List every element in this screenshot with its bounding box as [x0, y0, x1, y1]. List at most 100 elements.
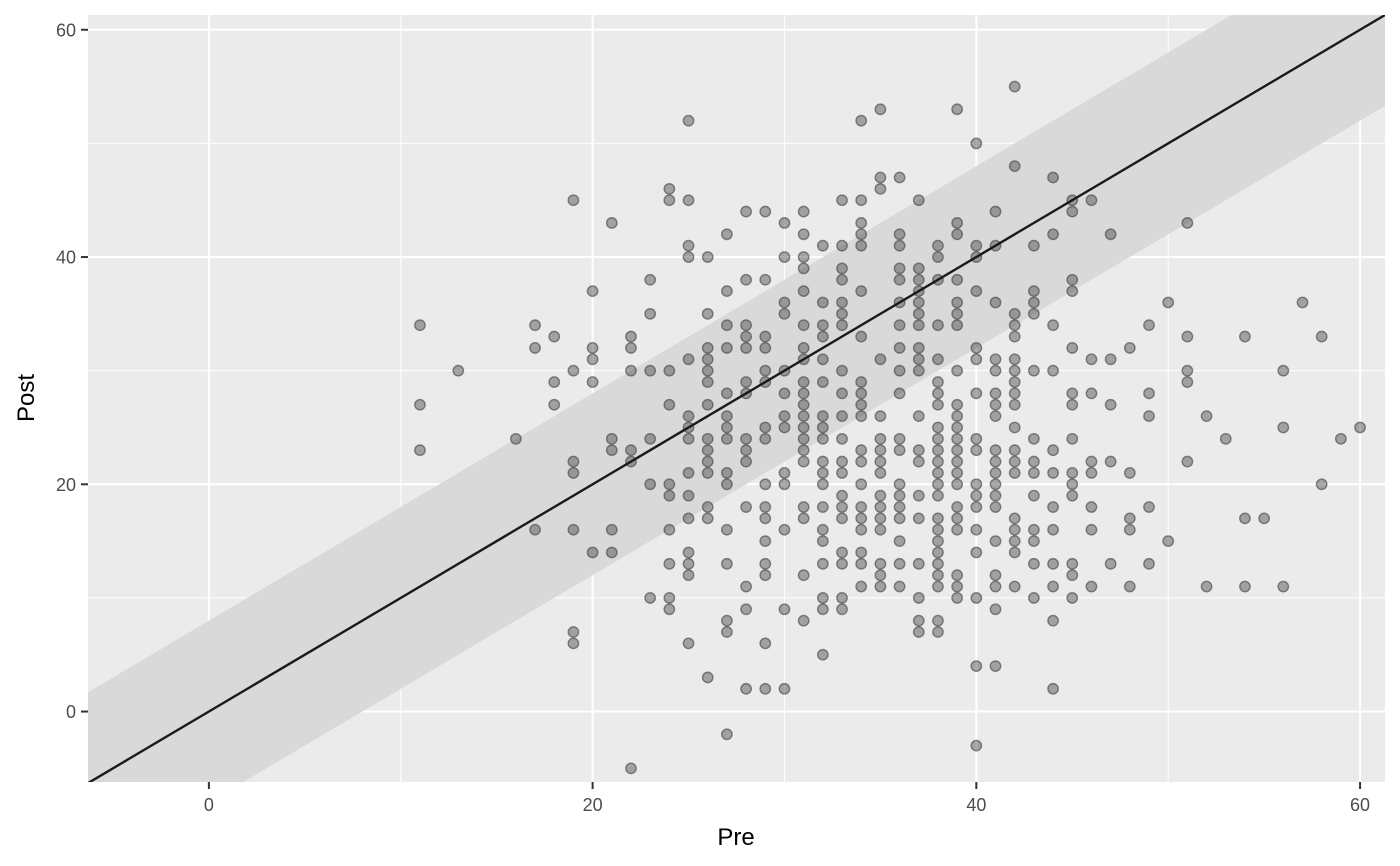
data-point — [912, 262, 925, 275]
data-point — [970, 342, 983, 354]
data-point — [740, 273, 752, 286]
data-point — [836, 273, 848, 286]
data-point — [778, 523, 791, 536]
data-point — [932, 455, 944, 468]
data-point — [970, 592, 983, 604]
data-point — [1008, 330, 1021, 343]
data-point — [816, 376, 829, 388]
data-point — [912, 194, 925, 207]
data-point — [893, 432, 906, 445]
data-point — [797, 228, 810, 241]
data-point — [721, 523, 733, 536]
data-point — [816, 535, 829, 548]
data-point — [951, 569, 964, 582]
data-point — [721, 228, 733, 241]
data-point — [932, 489, 944, 502]
data-point — [586, 285, 599, 298]
data-point — [605, 432, 618, 445]
data-point — [701, 444, 714, 457]
data-point — [836, 557, 848, 570]
data-point — [644, 432, 657, 445]
data-point — [797, 387, 810, 400]
data-point — [932, 319, 944, 332]
data-point — [663, 523, 676, 536]
data-point — [625, 364, 637, 377]
data-point — [701, 307, 714, 320]
data-point — [1123, 342, 1136, 354]
data-point — [701, 398, 714, 411]
identity-line — [88, 15, 1385, 782]
data-point — [874, 501, 887, 513]
data-point — [874, 171, 887, 184]
data-point — [855, 387, 868, 400]
data-point — [663, 592, 676, 604]
data-point — [1104, 455, 1117, 468]
data-point — [893, 239, 906, 252]
data-point — [1066, 285, 1079, 298]
data-point — [625, 342, 637, 354]
data-point — [970, 387, 983, 400]
data-point — [778, 410, 791, 423]
data-point — [625, 762, 637, 775]
data-point — [1066, 467, 1079, 479]
data-point — [836, 410, 848, 423]
data-point — [816, 353, 829, 366]
x-axis: 0 20 40 60 — [204, 782, 1370, 815]
data-point — [759, 478, 772, 491]
data-point — [529, 342, 541, 354]
data-point — [951, 319, 964, 332]
data-point — [759, 205, 772, 218]
x-tick-label: 40 — [966, 795, 986, 815]
data-point — [682, 353, 695, 366]
data-point — [529, 319, 541, 332]
data-point — [740, 342, 752, 354]
data-point — [682, 569, 695, 582]
data-point — [452, 364, 465, 377]
data-point — [836, 319, 848, 332]
data-point — [951, 228, 964, 241]
data-point — [855, 398, 868, 411]
data-point — [932, 376, 944, 388]
data-point — [759, 342, 772, 354]
data-point — [721, 421, 733, 434]
data-point — [778, 467, 791, 479]
data-point — [1027, 239, 1040, 252]
reference-line — [88, 15, 1385, 782]
data-point — [816, 557, 829, 570]
data-point — [855, 580, 868, 593]
data-point — [874, 557, 887, 570]
data-point — [797, 455, 810, 468]
data-point — [1047, 467, 1059, 479]
data-point — [1104, 353, 1117, 366]
data-point — [989, 580, 1002, 593]
data-point — [855, 330, 868, 343]
data-point — [816, 330, 829, 343]
data-point — [644, 273, 657, 286]
data-point — [759, 501, 772, 513]
data-point — [912, 319, 925, 332]
data-point — [1047, 614, 1059, 627]
data-point — [721, 557, 733, 570]
data-point — [874, 103, 887, 116]
data-point — [1066, 205, 1079, 218]
data-point — [932, 387, 944, 400]
data-point — [1008, 387, 1021, 400]
data-point — [682, 557, 695, 570]
x-axis-title: Pre — [717, 824, 754, 851]
data-point — [778, 296, 791, 309]
data-point — [874, 410, 887, 423]
data-points — [414, 80, 1366, 775]
data-point — [1027, 592, 1040, 604]
data-point — [1027, 489, 1040, 502]
data-point — [625, 444, 637, 457]
data-point — [816, 501, 829, 513]
data-point — [893, 319, 906, 332]
data-point — [893, 512, 906, 525]
data-point — [797, 512, 810, 525]
data-point — [1143, 557, 1155, 570]
data-point — [567, 523, 580, 536]
data-point — [1143, 410, 1155, 423]
data-point — [855, 217, 868, 229]
data-point — [989, 364, 1002, 377]
